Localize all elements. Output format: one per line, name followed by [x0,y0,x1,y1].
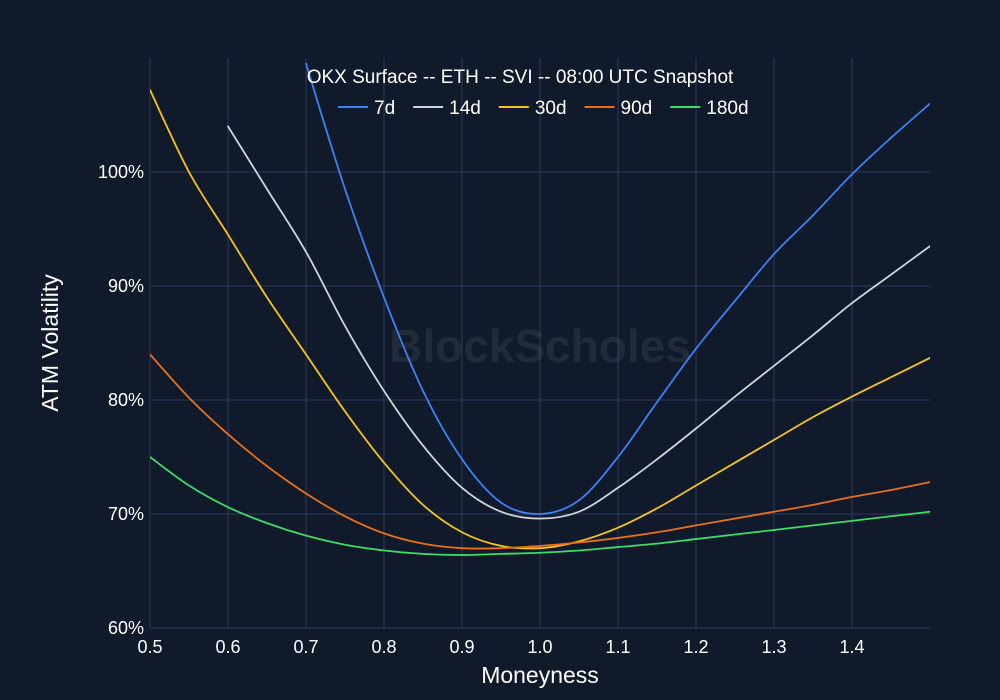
legend-item-180d[interactable]: 180d [670,98,749,119]
legend-item-30d[interactable]: 30d [498,98,567,119]
legend-item-14d[interactable]: 14d [413,98,481,119]
y-axis-title: ATM Volatility [37,274,63,412]
legend-label: 14d [449,98,481,119]
legend[interactable]: 7d 14d 30d 90d 180d [338,98,749,119]
x-tick-label: 0.7 [293,637,318,657]
series-line-14d [227,125,930,520]
legend-item-7d[interactable]: 7d [338,98,395,119]
y-tick-label: 60% [108,618,144,638]
x-tick-label: 1.1 [605,637,630,657]
y-tick-label: 90% [108,276,144,296]
legend-label: 7d [374,98,395,119]
legend-label: 90d [621,98,653,119]
grid [149,58,930,629]
x-tick-label: 1.2 [683,637,708,657]
legend-item-90d[interactable]: 90d [584,98,653,119]
series-lines [150,62,930,556]
x-tick-label: 0.8 [371,637,396,657]
x-tick-label: 0.6 [215,637,240,657]
chart-title: OKX Surface -- ETH -- SVI -- 08:00 UTC S… [307,67,734,88]
legend-label: 30d [535,98,567,119]
series-line-90d [150,353,930,550]
watermark: BlockScholes [389,320,691,372]
x-axis-ticks: 0.5 0.6 0.7 0.8 0.9 1.0 1.1 1.2 1.3 1.4 [137,637,864,657]
x-tick-label: 1.0 [527,637,552,657]
y-tick-label: 100% [98,162,144,182]
y-tick-label: 80% [108,390,144,410]
series-line-7d [305,62,930,515]
x-tick-label: 0.5 [137,637,162,657]
legend-label: 180d [706,98,748,119]
series-line-180d [150,456,930,556]
x-tick-label: 0.9 [449,637,474,657]
series-line-30d [150,89,930,550]
x-axis-title: Moneyness [481,662,599,688]
y-tick-label: 70% [108,504,144,524]
x-tick-label: 1.3 [761,637,786,657]
y-axis-ticks: 60% 70% 80% 90% 100% [98,162,144,638]
x-tick-label: 1.4 [839,637,864,657]
